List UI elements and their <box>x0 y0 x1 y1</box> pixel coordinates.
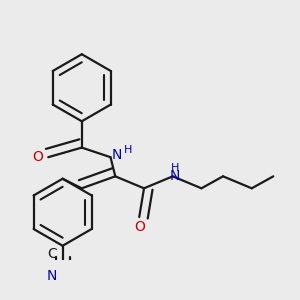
Text: O: O <box>32 150 43 164</box>
Text: O: O <box>134 220 145 234</box>
Text: H: H <box>124 145 133 155</box>
Text: H: H <box>171 163 179 173</box>
Text: N: N <box>112 148 122 162</box>
Text: C: C <box>47 247 57 261</box>
Text: N: N <box>170 169 180 183</box>
Text: N: N <box>47 269 57 283</box>
